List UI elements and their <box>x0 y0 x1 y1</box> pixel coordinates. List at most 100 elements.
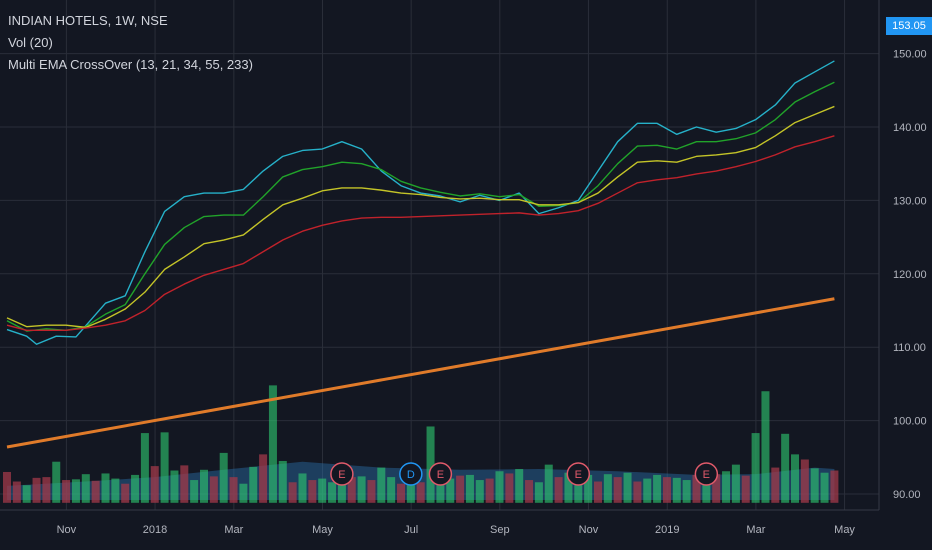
volume-bar <box>485 478 494 503</box>
price-tick-label: 110.00 <box>893 342 926 354</box>
time-tick-label: Mar <box>746 524 765 536</box>
volume-bar <box>259 454 268 503</box>
volume-bar <box>653 474 662 503</box>
volume-bar <box>12 481 21 503</box>
chart-legend: INDIAN HOTELS, 1W, NSE Vol (20) Multi EM… <box>8 10 253 76</box>
volume-bar <box>377 467 386 503</box>
volume-bar <box>633 481 642 503</box>
volume-bar <box>820 472 829 503</box>
volume-bar <box>544 464 553 503</box>
volume-bar <box>190 480 199 503</box>
volume-bar <box>731 464 740 503</box>
volume-bar <box>91 480 100 503</box>
volume-bar <box>692 474 701 503</box>
volume-bar <box>465 474 474 503</box>
volume-bar <box>357 476 366 503</box>
ema-line-ema55 <box>6 135 835 332</box>
volume-bar <box>761 391 770 503</box>
volume-bar <box>781 433 790 503</box>
volume-bar <box>229 477 238 503</box>
volume-bar <box>288 482 297 503</box>
volume-bar <box>791 454 799 503</box>
volume-bar <box>662 477 671 503</box>
volume-bar <box>62 480 71 503</box>
volume-bar <box>71 479 80 503</box>
volume-bar <box>515 469 524 503</box>
time-tick-label: Sep <box>490 524 510 536</box>
volume-bar <box>456 475 465 503</box>
volume-bar <box>475 480 484 503</box>
price-tick-label: 140.00 <box>893 122 927 134</box>
ema-legend[interactable]: Multi EMA CrossOver (13, 21, 34, 55, 233… <box>8 57 253 72</box>
volume-bar <box>584 474 593 503</box>
volume-bar <box>42 477 51 503</box>
price-tick-label: 90.00 <box>893 489 921 501</box>
volume-bar <box>682 480 691 503</box>
volume-bar <box>209 476 218 503</box>
volume-bar <box>800 459 809 503</box>
volume-bar <box>810 468 819 503</box>
time-tick-label: May <box>834 524 855 536</box>
volume-bar <box>308 480 317 503</box>
ema-line-ema13 <box>6 60 835 345</box>
volume-bar <box>564 472 573 503</box>
volume-bar <box>111 478 120 503</box>
price-tick-label: 120.00 <box>893 269 927 281</box>
volume-bar <box>81 474 90 503</box>
ema-lines <box>6 60 835 449</box>
volume-bars <box>3 385 839 503</box>
volume-bar <box>722 471 731 503</box>
volume-bar <box>554 477 563 503</box>
price-tick-label: 150.00 <box>893 49 927 61</box>
volume-bar <box>150 466 159 503</box>
volume-bar <box>239 483 248 503</box>
volume-bar <box>52 461 61 503</box>
volume-bar <box>623 472 632 503</box>
ema-line-ema34 <box>6 105 835 329</box>
volume-bar <box>200 469 208 503</box>
volume-bar <box>397 483 405 503</box>
volume-bar <box>741 475 750 503</box>
volume-bar <box>180 465 189 503</box>
volume-bar <box>318 478 327 503</box>
ema-line-ema233 <box>6 297 835 449</box>
grid-lines <box>0 0 879 510</box>
ema-line-ema21 <box>6 81 835 332</box>
time-tick-label: 2019 <box>655 524 679 536</box>
price-tick-label: 130.00 <box>893 195 927 207</box>
volume-bar <box>643 478 652 503</box>
volume-bar <box>3 471 11 503</box>
volume-bar <box>347 477 356 503</box>
price-axis[interactable]: 90.00 100.00 110.00 120.00 130.00 140.00 150.0… <box>893 49 927 501</box>
volume-bar <box>337 478 346 503</box>
symbol-title[interactable]: INDIAN HOTELS, 1W, NSE <box>8 13 168 28</box>
volume-bar <box>672 477 681 503</box>
volume-bar <box>594 481 602 503</box>
time-tick-label: Jul <box>404 524 418 536</box>
volume-bar <box>298 473 307 503</box>
volume-bar <box>416 482 425 503</box>
volume-bar <box>387 477 396 503</box>
event-earnings-marker <box>428 462 453 486</box>
volume-bar <box>771 467 780 503</box>
event-earnings-label: E <box>437 469 444 481</box>
volume-bar <box>534 482 543 503</box>
time-tick-label: Nov <box>579 524 599 536</box>
volume-bar <box>160 432 169 503</box>
event-earnings-label: E <box>338 469 345 481</box>
volume-bar <box>140 433 149 503</box>
volume-bar <box>268 385 277 503</box>
volume-bar <box>32 477 41 503</box>
volume-bar <box>219 452 228 503</box>
time-tick-label: May <box>312 524 333 536</box>
time-axis[interactable]: Nov 2018 Mar May Jul Sep Nov 2019 Mar May <box>57 524 856 536</box>
volume-bar <box>613 477 622 503</box>
event-earnings-label: E <box>575 469 582 481</box>
volume-bar <box>367 480 376 503</box>
volume-bar <box>121 483 130 503</box>
volume-bar <box>712 474 721 503</box>
volume-legend[interactable]: Vol (20) <box>8 35 53 50</box>
volume-bar <box>495 471 504 503</box>
